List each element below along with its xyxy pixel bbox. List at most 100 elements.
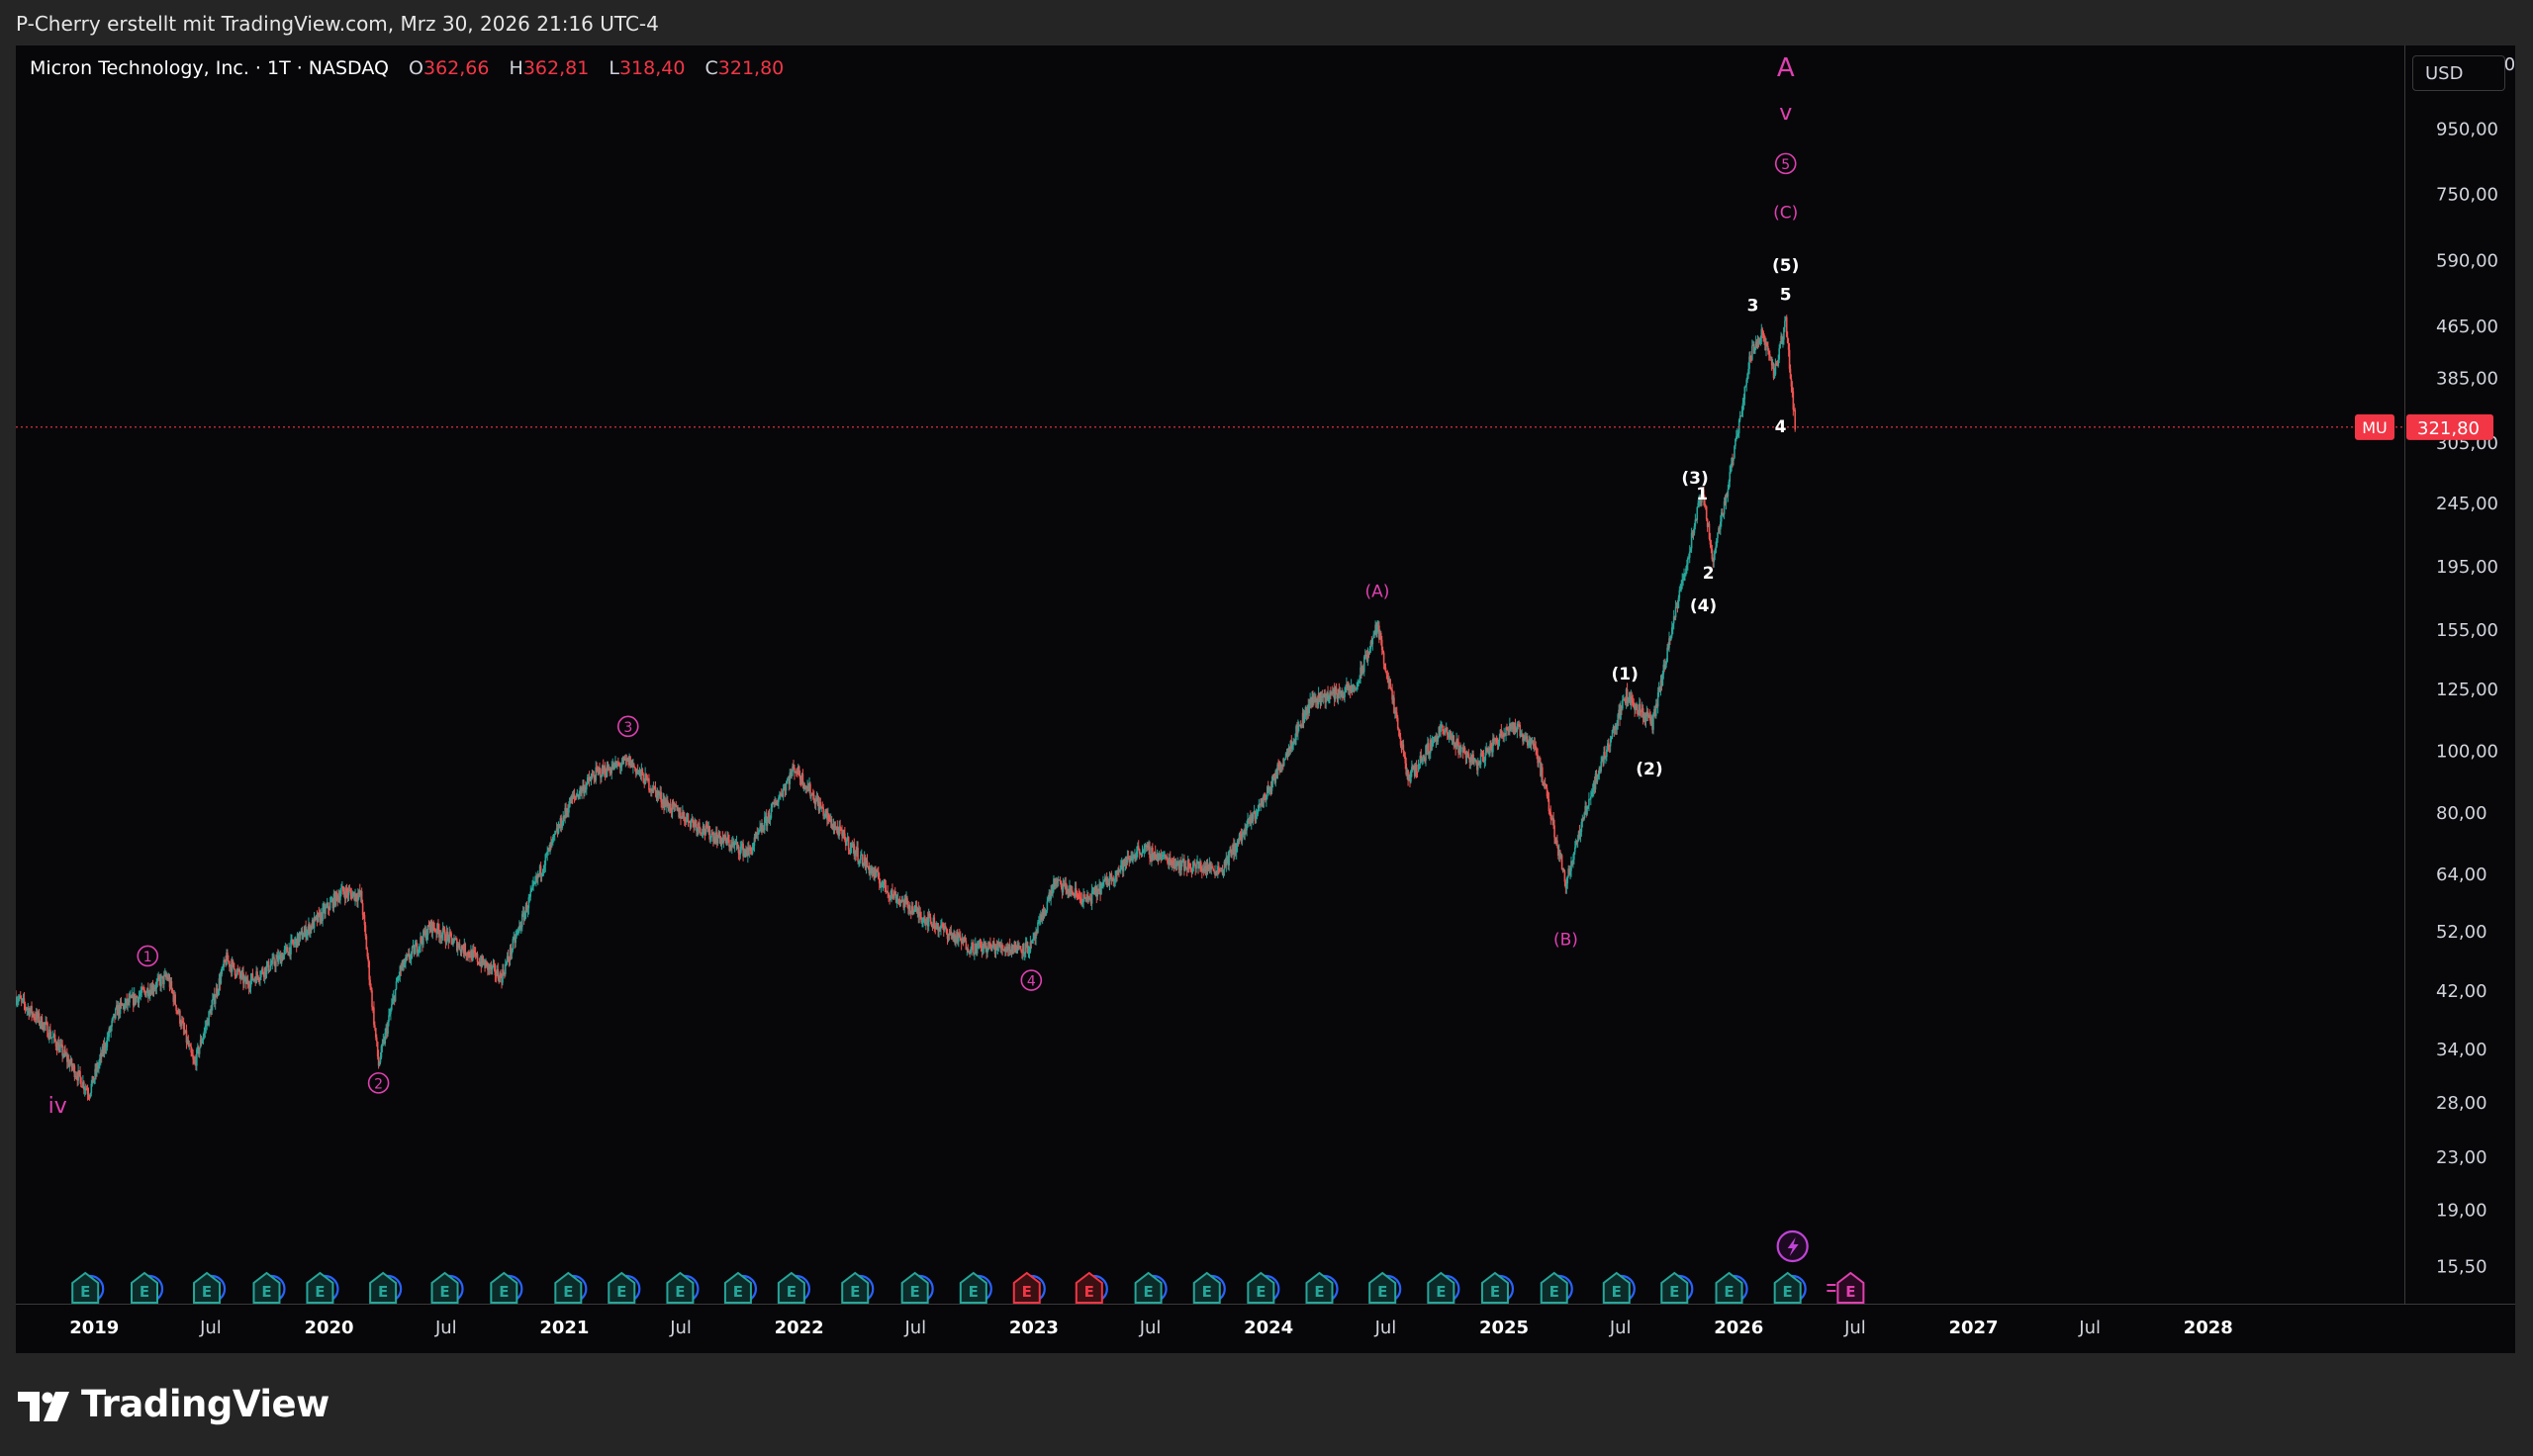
candle-body bbox=[807, 785, 809, 791]
candle-body bbox=[382, 1040, 385, 1044]
candle-body bbox=[390, 1010, 392, 1015]
candle-body bbox=[1008, 944, 1011, 952]
candle-body bbox=[1468, 758, 1471, 763]
candle-body bbox=[1585, 805, 1587, 815]
candle-body bbox=[1272, 774, 1275, 776]
candle-body bbox=[1188, 866, 1191, 868]
candle-body bbox=[1233, 843, 1236, 856]
candle-body bbox=[489, 964, 492, 969]
candle-body bbox=[1667, 647, 1669, 649]
candle-body bbox=[480, 961, 483, 967]
candle-body bbox=[147, 988, 149, 997]
candle-body bbox=[523, 912, 526, 921]
candle-body bbox=[1049, 892, 1051, 900]
candle-body bbox=[1748, 356, 1750, 370]
candle-body bbox=[334, 891, 337, 906]
candle-body bbox=[1743, 386, 1746, 400]
candle-body bbox=[1420, 755, 1423, 762]
candle-body bbox=[395, 981, 398, 990]
candle-body bbox=[701, 832, 704, 834]
candle-body bbox=[883, 878, 886, 883]
candle-body bbox=[281, 956, 284, 960]
candle-body bbox=[223, 959, 225, 967]
candle-body bbox=[287, 952, 289, 956]
candle-body bbox=[1431, 742, 1434, 748]
candle-body bbox=[887, 890, 890, 894]
candle-body bbox=[918, 912, 921, 917]
candle-body bbox=[1651, 716, 1653, 730]
candle-body bbox=[643, 782, 646, 785]
candle-body bbox=[784, 786, 787, 791]
candle-body bbox=[592, 774, 595, 776]
candle-body bbox=[1365, 656, 1368, 662]
candle-body bbox=[1259, 803, 1262, 805]
candle-body bbox=[898, 900, 901, 903]
svg-text:E: E bbox=[1202, 1283, 1212, 1301]
candle-body bbox=[663, 798, 665, 808]
candle-body bbox=[288, 947, 290, 956]
candle-body bbox=[115, 1008, 117, 1019]
candle-body bbox=[756, 832, 759, 836]
candle-body bbox=[1546, 787, 1548, 797]
candle-body bbox=[826, 811, 828, 820]
candle-body bbox=[626, 758, 629, 761]
candle-body bbox=[1250, 816, 1252, 824]
currency-selector[interactable]: USD bbox=[2412, 55, 2505, 91]
candle-body bbox=[141, 987, 143, 990]
candle-body bbox=[1531, 741, 1534, 743]
candle-body bbox=[498, 978, 500, 983]
candle-body bbox=[1724, 500, 1727, 503]
candle-body bbox=[715, 832, 718, 844]
candle-body bbox=[633, 764, 635, 768]
candle-body bbox=[1636, 704, 1638, 706]
candle-body bbox=[400, 965, 403, 970]
candle-body bbox=[1387, 678, 1390, 683]
price-tick-label: 245,00 bbox=[2436, 494, 2498, 514]
candle-body bbox=[1556, 840, 1558, 847]
candle-body bbox=[1000, 945, 1002, 950]
candle-body bbox=[89, 1093, 92, 1097]
candle-body bbox=[30, 1006, 32, 1011]
candle-body bbox=[1570, 861, 1572, 871]
candle-body bbox=[1745, 379, 1748, 386]
candle-body bbox=[1297, 725, 1299, 734]
chart-frame[interactable] bbox=[16, 46, 2515, 1353]
candle-body bbox=[39, 1023, 42, 1025]
top-bar: P-Cherry erstellt mit TradingView.com, M… bbox=[0, 0, 2533, 49]
candle-body bbox=[861, 854, 864, 866]
candle-body bbox=[1200, 862, 1202, 871]
candle-body bbox=[1177, 862, 1180, 869]
candle-body bbox=[596, 767, 598, 770]
symbol-legend[interactable]: Micron Technology, Inc. · 1T · NASDAQ O3… bbox=[30, 57, 784, 79]
tradingview-logo[interactable]: TradingView bbox=[18, 1383, 329, 1425]
candle-body bbox=[603, 767, 606, 773]
candle-body bbox=[410, 953, 413, 959]
candle-body bbox=[1146, 845, 1149, 847]
wave-label: 3 bbox=[1747, 297, 1759, 317]
candle-body bbox=[1740, 410, 1743, 416]
candle-body bbox=[270, 963, 273, 965]
candle-body bbox=[436, 923, 438, 934]
candle-body bbox=[1378, 625, 1380, 640]
candle-body bbox=[608, 769, 610, 771]
candle-body bbox=[1407, 770, 1409, 781]
candle-body bbox=[277, 955, 279, 962]
wave-label: (A) bbox=[1365, 582, 1390, 601]
candle-body bbox=[1513, 722, 1516, 732]
candle-body bbox=[1117, 869, 1119, 875]
candle-body bbox=[364, 925, 367, 937]
candle-body bbox=[1445, 727, 1448, 731]
candle-body bbox=[163, 973, 166, 975]
candle-body bbox=[1404, 756, 1407, 764]
candle-body bbox=[1067, 889, 1069, 894]
candle-body bbox=[1705, 505, 1708, 519]
candle-body bbox=[1281, 764, 1283, 768]
candle-body bbox=[616, 763, 618, 767]
candle-body bbox=[1565, 883, 1568, 888]
candle-body bbox=[210, 1010, 212, 1015]
candle-body bbox=[1594, 774, 1597, 790]
candle-body bbox=[1750, 358, 1752, 360]
candle-body bbox=[1349, 685, 1352, 692]
candle-body bbox=[454, 939, 456, 941]
